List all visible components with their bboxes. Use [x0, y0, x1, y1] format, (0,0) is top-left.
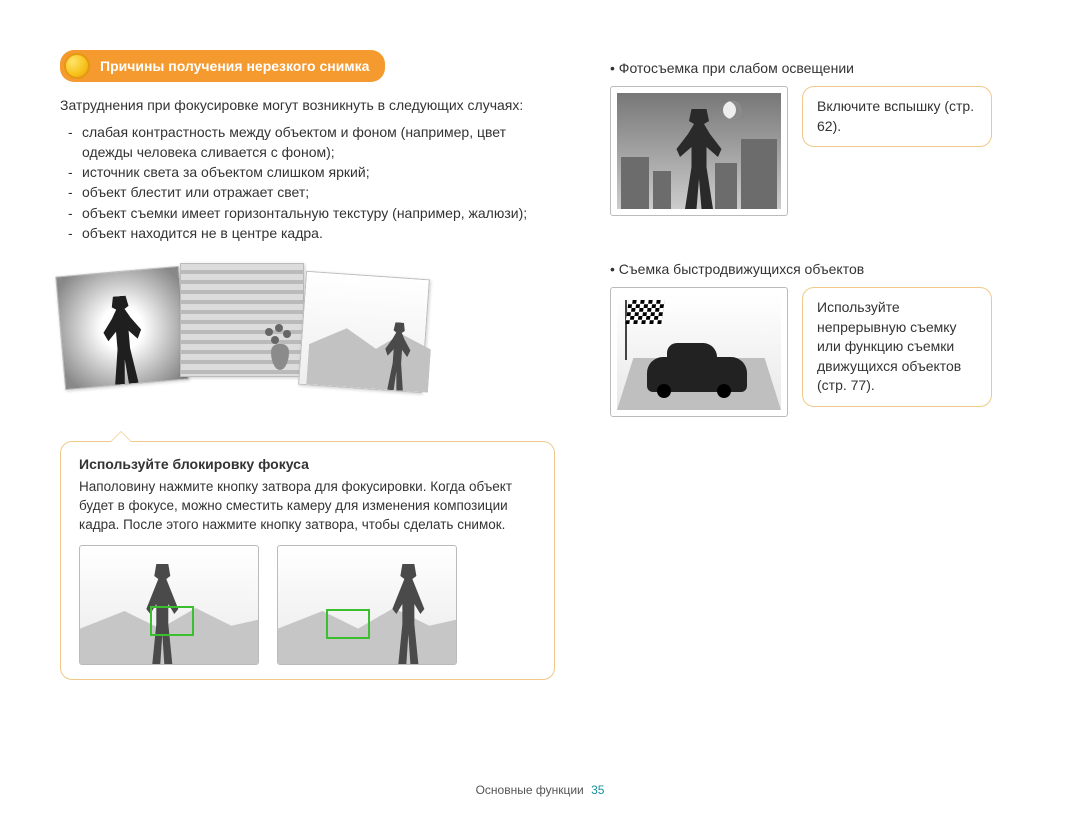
- list-item: источник света за объектом слишком яркий…: [72, 162, 555, 182]
- photo-blinds: [187, 270, 297, 370]
- tip-label: Съемка быстродвижущихся объектов: [610, 261, 1020, 277]
- tip-item-low-light: Фотосъемка при слабом освещении Включите…: [610, 60, 1020, 216]
- footer-section: Основные функции: [476, 783, 584, 797]
- list-item: объект находится не в центре кадра.: [72, 223, 555, 243]
- tip-callout: Включите вспышку (стр. 62).: [802, 86, 992, 147]
- photo-frame: [180, 263, 304, 377]
- thumb-fast-motion: [610, 287, 788, 417]
- right-column: Фотосъемка при слабом освещении Включите…: [610, 50, 1020, 680]
- page-footer: Основные функции 35: [0, 783, 1080, 797]
- section-header: Причины получения нерезкого снимка: [60, 50, 385, 82]
- smiley-icon: [64, 53, 90, 79]
- focus-rect-icon: [326, 609, 370, 639]
- moon-icon: [723, 101, 741, 119]
- footer-page-number: 35: [591, 783, 604, 797]
- list-item: объект съемки имеет горизонтальную текст…: [72, 203, 555, 223]
- photo-off-center: [306, 279, 423, 386]
- difficulty-list: слабая контрастность между объектом и фо…: [60, 122, 555, 244]
- focus-thumb-2: [277, 545, 457, 665]
- focus-lock-callout: Используйте блокировку фокуса Наполовину…: [60, 441, 555, 680]
- tip-item-fast-motion: Съемка быстродвижущихся объектов Использ…: [610, 261, 1020, 417]
- photo-low-contrast: [63, 274, 181, 383]
- focus-lock-text: Наполовину нажмите кнопку затвора для фо…: [79, 478, 536, 535]
- car-icon: [647, 357, 747, 392]
- focus-thumb-1: [79, 545, 259, 665]
- photo-frame: [298, 271, 430, 393]
- example-photo-row: [60, 259, 460, 419]
- checkered-flag-icon: [625, 300, 664, 324]
- focus-lock-images: [79, 545, 536, 665]
- section-title: Причины получения нерезкого снимка: [100, 58, 369, 74]
- list-item: объект блестит или отражает свет;: [72, 182, 555, 202]
- photo-frame: [55, 266, 188, 390]
- tip-callout: Используйте непрерывную съемку или функц…: [802, 287, 992, 407]
- intro-text: Затруднения при фокусировке могут возник…: [60, 96, 555, 116]
- tip-label: Фотосъемка при слабом освещении: [610, 60, 1020, 76]
- thumb-low-light: [610, 86, 788, 216]
- focus-lock-title: Используйте блокировку фокуса: [79, 456, 536, 472]
- left-column: Причины получения нерезкого снимка Затру…: [60, 50, 555, 680]
- page-content: Причины получения нерезкого снимка Затру…: [60, 50, 1020, 680]
- focus-rect-icon: [150, 606, 194, 636]
- list-item: слабая контрастность между объектом и фо…: [72, 122, 555, 163]
